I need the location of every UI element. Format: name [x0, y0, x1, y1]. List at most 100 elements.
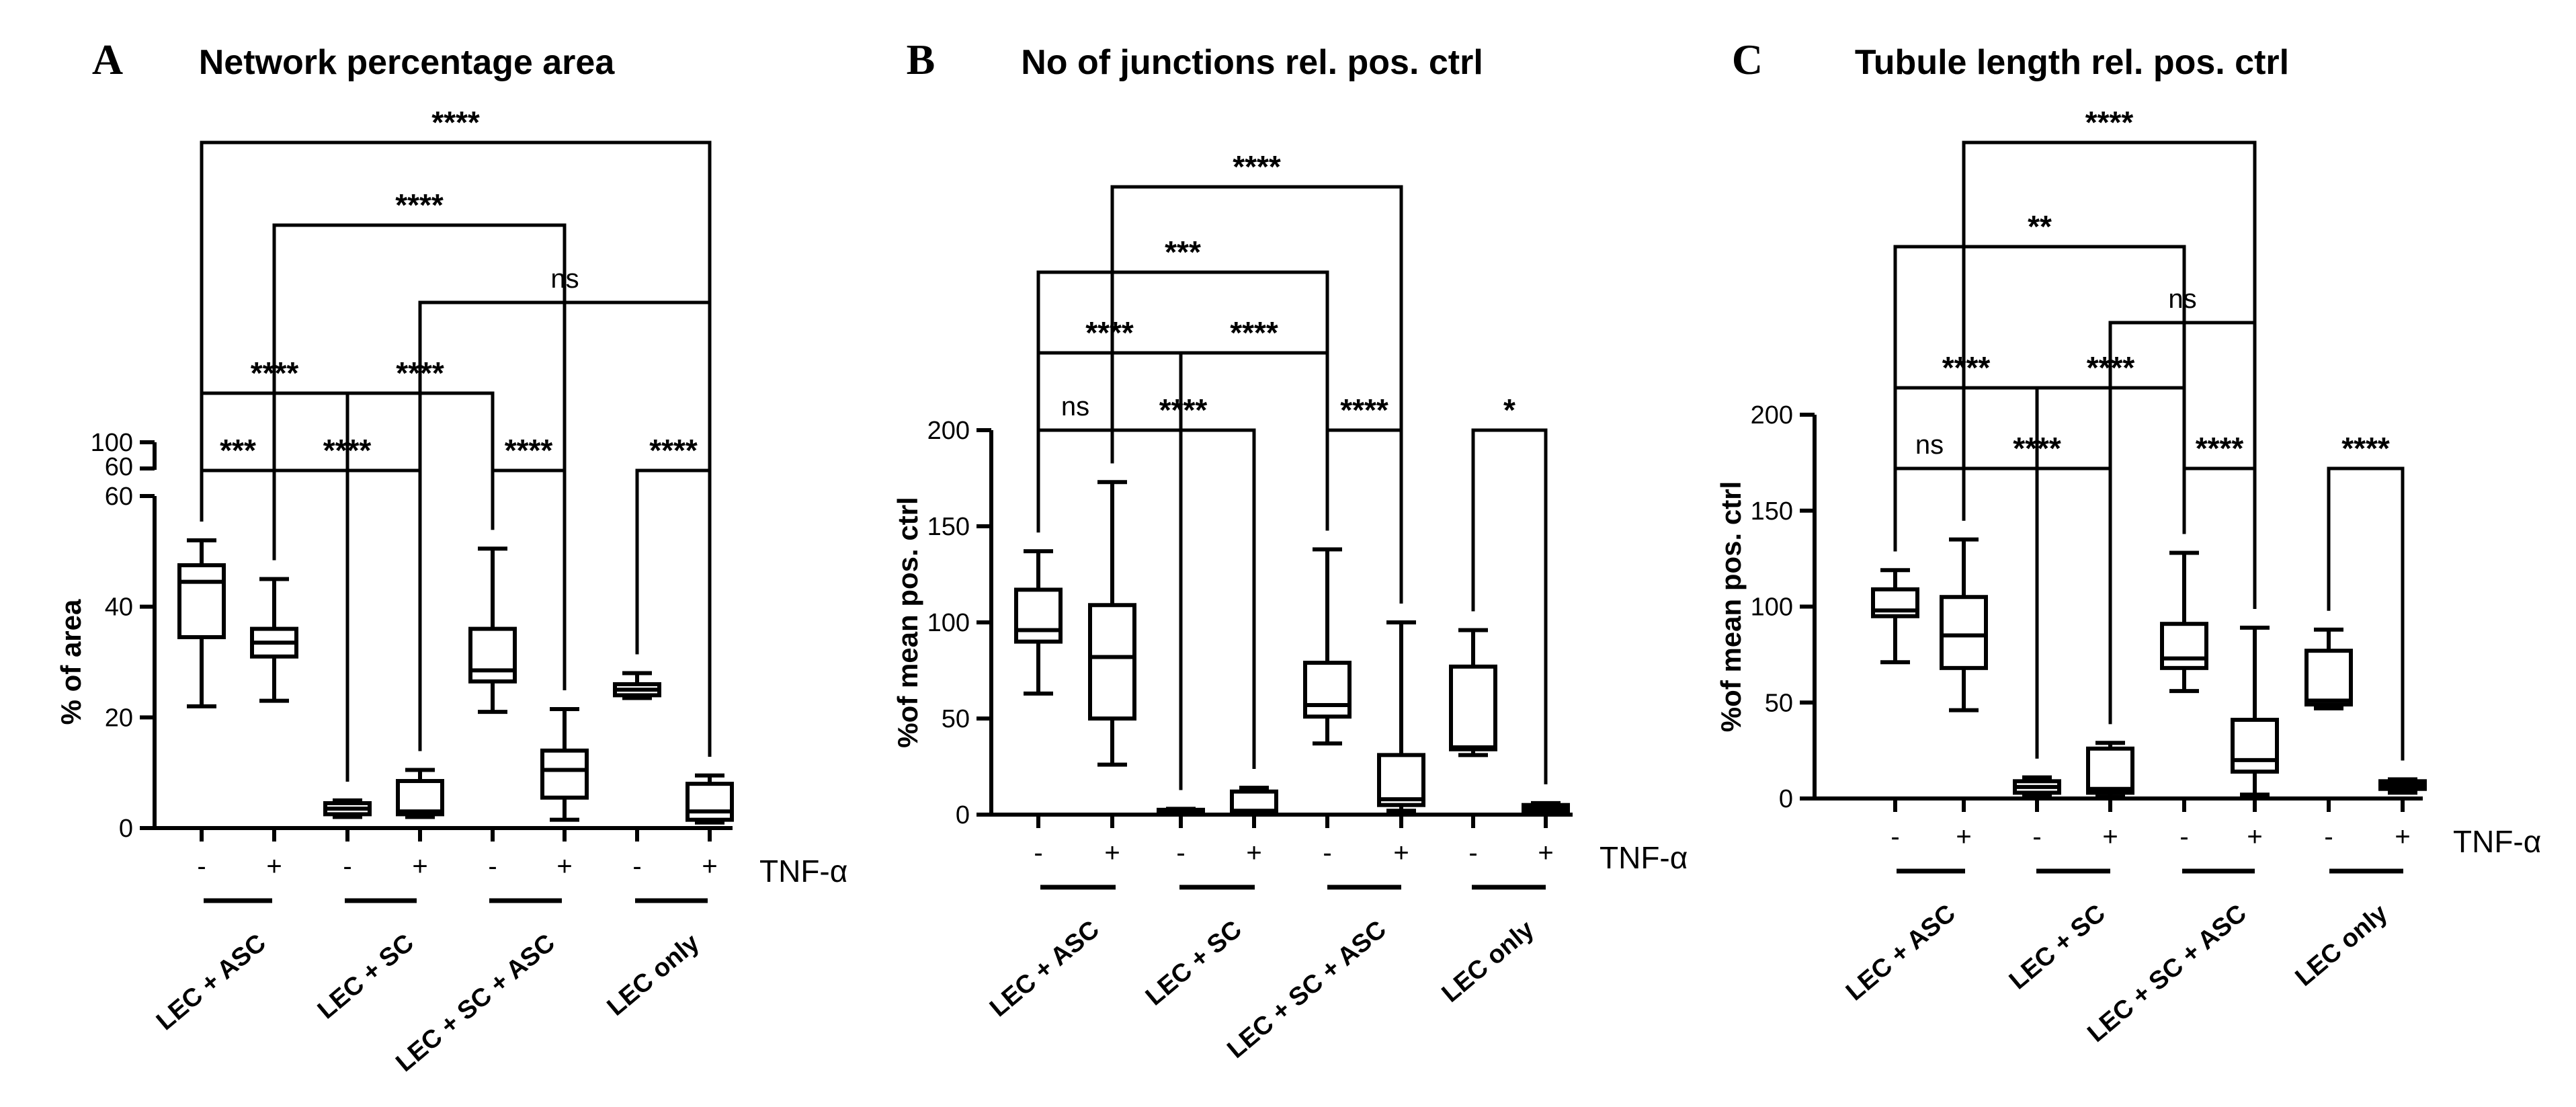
box-minus	[468, 546, 517, 714]
significance-bracket: ****	[345, 356, 495, 782]
category-label: LEC + ASC	[1841, 899, 1961, 1007]
significance-label: ****	[251, 356, 299, 391]
y-tick-label: 200	[927, 417, 970, 445]
box-plus	[540, 706, 589, 822]
y-tick-label: 100	[1751, 593, 1793, 622]
significance-label: ns	[2168, 284, 2196, 314]
y-tick-label: 100	[927, 609, 970, 637]
bracket-line	[1110, 428, 1256, 769]
significance-label: ****	[1340, 393, 1388, 427]
significance-bracket: ns	[1893, 430, 1966, 552]
tnf-sign: -	[2032, 822, 2041, 852]
bracket-line	[2035, 386, 2186, 759]
box-minus	[2304, 627, 2353, 710]
significance-bracket: ****	[1962, 431, 2112, 725]
chart-title: No of junctions rel. pos. ctrl	[1021, 43, 1483, 82]
bracket-line	[2182, 466, 2257, 609]
significance-bracket: ****	[2035, 350, 2186, 759]
significance-bracket: ****	[1893, 350, 2039, 759]
significance-label: ****	[649, 433, 698, 468]
panel-letter: C	[1732, 36, 1763, 83]
tnf-sign: -	[1176, 838, 1185, 868]
box-minus	[1157, 807, 1205, 817]
tnf-sign: -	[1468, 838, 1477, 868]
box-minus	[177, 538, 226, 708]
tnf-sign: -	[1891, 822, 1899, 852]
significance-label: ****	[1230, 315, 1278, 350]
y-tick-label: 0	[119, 815, 133, 843]
treatment-label: TNF-α	[1599, 840, 1688, 875]
category-label: LEC only	[602, 929, 705, 1022]
box-iqr	[468, 626, 517, 684]
panel-letter: A	[92, 36, 123, 83]
box-iqr	[396, 779, 444, 817]
y-tick-label: 150	[1751, 497, 1793, 526]
box-iqr	[177, 563, 226, 639]
y-axis-label: %of mean pos. ctrl	[1715, 481, 1747, 732]
treatment-label: TNF-α	[2453, 824, 2541, 859]
chart-title: Network percentage area	[199, 43, 616, 82]
significance-label: ns	[1915, 430, 1944, 460]
box-minus	[1014, 549, 1063, 696]
significance-label: ***	[220, 433, 256, 468]
y-tick-label: 0	[1779, 785, 1793, 813]
significance-bracket: ****	[200, 105, 712, 757]
y-tick-label-upper: 100	[91, 429, 133, 457]
box-iqr	[540, 748, 589, 800]
y-tick-label: 0	[956, 801, 970, 829]
box-plus	[1522, 801, 1570, 815]
significance-label: ****	[323, 433, 372, 468]
tnf-sign: -	[1034, 838, 1042, 868]
significance-label: ****	[396, 356, 444, 391]
significance-bracket: ****	[1325, 393, 1403, 604]
box-iqr	[1303, 661, 1352, 719]
bracket-line	[1471, 428, 1548, 784]
tnf-sign: -	[343, 852, 351, 881]
significance-bracket: ****	[2327, 431, 2405, 761]
tnf-sign: -	[197, 852, 206, 881]
box-plus	[1377, 620, 1425, 813]
significance-label: ****	[1233, 149, 1281, 184]
y-tick-label: 200	[1751, 401, 1793, 429]
tnf-sign: +	[1956, 822, 1971, 852]
tnf-sign: +	[266, 852, 282, 881]
box-minus	[1871, 568, 1919, 665]
box-minus	[2013, 775, 2061, 797]
y-tick-label: 50	[1765, 689, 1793, 717]
tnf-sign: -	[488, 852, 497, 881]
box-iqr	[1088, 603, 1136, 721]
significance-bracket: ****	[272, 433, 422, 751]
category-label: LEC only	[2290, 899, 2393, 992]
treatment-label: TNF-α	[759, 854, 847, 889]
significance-bracket: *	[1471, 393, 1548, 784]
significance-label: ****	[1085, 315, 1134, 350]
bracket-line	[1325, 428, 1403, 604]
tnf-sign: +	[702, 852, 717, 881]
bracket-line	[200, 468, 276, 561]
y-axis-label: % of area	[55, 599, 87, 725]
box-plus	[1230, 785, 1278, 817]
tnf-sign: +	[412, 852, 427, 881]
category-label: LEC + SC	[313, 929, 419, 1025]
tnf-sign: -	[632, 852, 641, 881]
box-plus	[685, 773, 734, 825]
significance-label: ****	[2341, 431, 2390, 466]
box-minus	[613, 671, 661, 700]
tnf-sign: +	[2247, 822, 2262, 852]
significance-bracket: ****	[1110, 149, 1403, 604]
box-iqr	[1449, 664, 1497, 751]
bracket-line	[2327, 466, 2405, 761]
category-label: LEC + SC + ASC	[1222, 915, 1391, 1064]
significance-label: ****	[431, 105, 480, 140]
significance-label: ns	[550, 264, 579, 294]
box-plus	[2231, 625, 2279, 797]
significance-bracket: ***	[1036, 235, 1329, 533]
significance-bracket: ****	[2182, 431, 2257, 609]
significance-label: ****	[395, 188, 444, 222]
y-axis-label: %of mean pos. ctrl	[892, 497, 923, 747]
category-label: LEC only	[1437, 915, 1540, 1008]
y-tick-label: 40	[105, 593, 133, 622]
significance-label: ns	[1061, 392, 1089, 421]
